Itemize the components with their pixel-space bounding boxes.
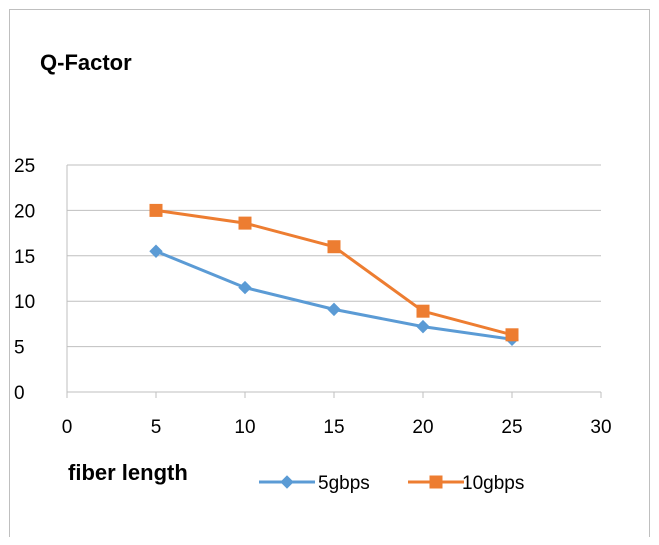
y-tick-labels: 0 5 10 15 20 25 <box>14 156 35 404</box>
legend-swatch-marker-10gbps <box>429 475 443 489</box>
legend-item-10gbps: 10gbps <box>408 473 524 494</box>
legend-label-5gbps: 5gbps <box>318 473 370 494</box>
chart-frame <box>9 9 650 537</box>
data-point-10gbps-5 <box>149 203 163 217</box>
grid-lines <box>67 164 601 348</box>
data-point-5gbps-15 <box>327 302 341 317</box>
x-tick-label-30: 30 <box>590 417 611 438</box>
y-tick-label-0: 0 <box>14 383 25 404</box>
data-point-10gbps-15 <box>327 240 341 254</box>
data-point-5gbps-5 <box>149 244 163 258</box>
series-10gbps <box>149 203 519 342</box>
data-point-10gbps-10 <box>238 216 252 230</box>
y-tick-label-25: 25 <box>14 156 35 177</box>
series-line-5gbps <box>155 249 513 341</box>
y-tick-label-10: 10 <box>14 292 35 313</box>
data-point-10gbps-20 <box>416 304 430 318</box>
legend: 5gbps 10gbps <box>259 473 524 494</box>
x-tick-labels: 0 5 10 15 20 25 30 <box>62 417 612 438</box>
legend-label-10gbps: 10gbps <box>462 473 524 494</box>
x-tick-label-10: 10 <box>234 417 255 438</box>
series-layer <box>149 203 519 347</box>
x-axis-label: fiber length <box>68 460 188 485</box>
legend-item-5gbps: 5gbps <box>259 473 370 494</box>
legend-swatch-marker-5gbps <box>280 475 294 489</box>
x-tick-label-5: 5 <box>151 417 162 438</box>
series-5gbps <box>149 244 519 347</box>
y-tick-label-5: 5 <box>14 338 25 359</box>
data-point-5gbps-10 <box>238 280 252 295</box>
data-point-5gbps-20 <box>416 319 430 334</box>
data-point-10gbps-25 <box>505 328 519 342</box>
y-tick-label-20: 20 <box>14 201 35 222</box>
x-tick-label-25: 25 <box>501 417 522 438</box>
y-tick-label-15: 15 <box>14 247 35 268</box>
axes <box>66 165 602 398</box>
x-tick-label-20: 20 <box>412 417 433 438</box>
x-tick-label-15: 15 <box>323 417 344 438</box>
chart-title: Q-Factor <box>40 50 132 75</box>
x-tick-label-0: 0 <box>62 417 73 438</box>
